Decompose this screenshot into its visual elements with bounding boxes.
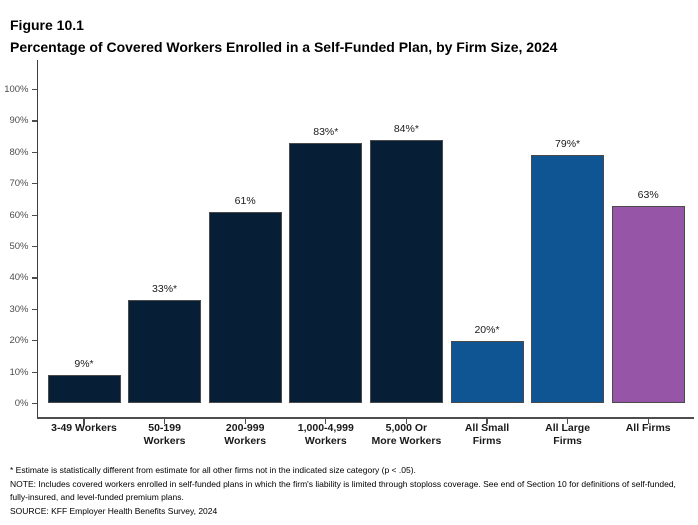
bar-value-label: 20%* (474, 323, 500, 336)
x-category-label: 1,000-4,999 Workers (297, 422, 354, 447)
footnote-note: NOTE: Includes covered workers enrolled … (10, 478, 676, 503)
footnote-source: SOURCE: KFF Employer Health Benefits Sur… (10, 505, 218, 516)
x-category-label: 5,000 Or More Workers (371, 422, 442, 447)
bar (128, 299, 202, 404)
y-axis-tick (31, 340, 37, 342)
x-category-label: All Large Firms (545, 422, 591, 447)
bar-value-label: 33%* (152, 282, 178, 295)
x-axis-line (36, 417, 694, 419)
y-axis-tick-label: 100% (4, 84, 29, 95)
bar (531, 155, 605, 404)
x-category-label: 50-199 Workers (143, 422, 186, 447)
y-axis-tick (31, 88, 37, 91)
y-axis-line (36, 60, 38, 418)
y-axis-tick (31, 245, 37, 248)
y-axis-tick-label: 40% (9, 272, 29, 284)
bar (611, 205, 685, 404)
y-axis-tick-label: 80% (9, 146, 29, 158)
x-category-label: All Small Firms (464, 422, 510, 447)
y-axis-tick-label: 0% (14, 398, 29, 409)
x-axis-tick (244, 418, 246, 424)
x-axis-tick (164, 418, 166, 424)
y-axis-tick (31, 183, 37, 185)
figure-number: Figure 10.1 (10, 17, 84, 33)
y-axis-tick-label: 60% (9, 209, 29, 221)
bar (47, 375, 121, 404)
x-category-label: All Firms (625, 422, 671, 434)
footnote-significance: * Estimate is statistically different fr… (10, 465, 416, 475)
bar-value-label: 63% (637, 188, 659, 201)
bar-value-label: 84%* (393, 122, 419, 135)
figure-title: Percentage of Covered Workers Enrolled i… (10, 39, 558, 55)
y-axis-tick (31, 277, 37, 279)
bar-value-label: 79%* (555, 138, 581, 151)
y-axis-tick (31, 308, 37, 310)
bar-value-label: 83%* (313, 125, 339, 138)
bar-value-label: 61% (234, 194, 256, 207)
x-axis-tick (567, 418, 569, 424)
bar-value-label: 9%* (74, 358, 94, 371)
x-axis-tick (83, 418, 85, 424)
y-axis-tick (31, 120, 37, 122)
x-category-label: 200-999 Workers (224, 422, 267, 447)
bar (450, 340, 524, 404)
x-axis-tick (325, 418, 327, 424)
y-axis-tick (31, 214, 37, 216)
bar (369, 139, 443, 404)
x-axis-tick (486, 418, 488, 424)
x-axis-tick (405, 418, 408, 424)
footnotes: * Estimate is statistically different fr… (10, 464, 682, 518)
y-axis-tick-label: 50% (9, 241, 29, 252)
y-axis-tick-label: 70% (9, 178, 29, 190)
y-axis-tick-label: 30% (9, 303, 29, 315)
x-axis-tick (647, 418, 649, 424)
y-axis-tick-label: 10% (9, 366, 29, 378)
bar (289, 142, 363, 404)
y-axis-tick (31, 371, 37, 373)
x-category-label: 3-49 Workers (51, 422, 117, 434)
y-axis-tick-label: 20% (9, 335, 29, 347)
y-axis-tick (31, 402, 37, 405)
y-axis-tick-label: 90% (9, 115, 29, 127)
bar (208, 211, 282, 404)
y-axis-tick (31, 151, 37, 153)
